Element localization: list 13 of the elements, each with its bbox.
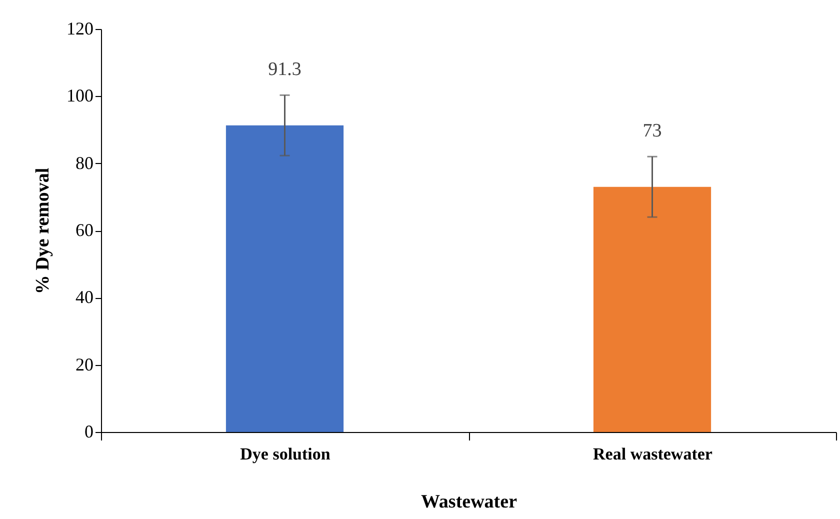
y-tick-label: 120 bbox=[66, 18, 94, 38]
y-tick-label: 100 bbox=[66, 86, 94, 106]
y-axis-title: % Dye removal bbox=[32, 168, 54, 294]
y-tick-label: 40 bbox=[76, 287, 94, 308]
data-label: 91.3 bbox=[268, 59, 302, 80]
y-tick-label: 20 bbox=[76, 354, 94, 374]
y-tick-label: 80 bbox=[76, 152, 94, 173]
x-tick-label: Dye solution bbox=[240, 444, 331, 464]
data-label: 73 bbox=[642, 120, 662, 142]
y-tick-label: 0 bbox=[84, 422, 94, 442]
x-axis-title: Wastewater bbox=[420, 492, 518, 512]
y-tick-label: 60 bbox=[76, 220, 94, 240]
x-tick-label: Real wastewater bbox=[593, 444, 713, 464]
